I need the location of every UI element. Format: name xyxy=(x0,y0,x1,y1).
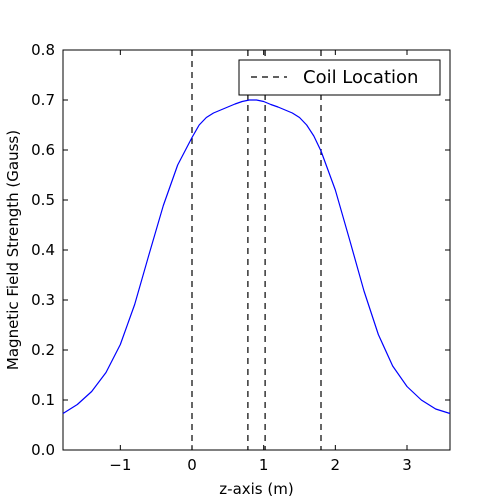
y-axis-label: Magnetic Field Strength (Gauss) xyxy=(4,130,22,370)
field-strength-line xyxy=(63,100,450,414)
coil-location-lines xyxy=(192,50,321,450)
x-tick-label: 3 xyxy=(402,456,412,474)
x-tick-label: 2 xyxy=(331,456,341,474)
x-tick-label: 0 xyxy=(187,456,197,474)
plot-area-frame xyxy=(63,50,450,450)
y-tick-label: 0.3 xyxy=(31,291,55,309)
y-tick-label: 0.8 xyxy=(31,41,55,59)
x-axis-label: z-axis (m) xyxy=(219,480,293,498)
x-tick-label: −1 xyxy=(109,456,131,474)
y-tick-label: 0.6 xyxy=(31,141,55,159)
x-tick-label: 1 xyxy=(259,456,269,474)
y-tick-label: 0.2 xyxy=(31,341,55,359)
y-tick-label: 0.1 xyxy=(31,391,55,409)
field-strength-series xyxy=(63,100,450,414)
y-tick-label: 0.0 xyxy=(31,441,55,459)
legend: Coil Location xyxy=(239,60,440,95)
legend-label-coil-location: Coil Location xyxy=(303,67,418,88)
y-tick-label: 0.5 xyxy=(31,191,55,209)
y-axis-ticks: 0.0 0.1 0.2 0.3 0.4 0.5 0.6 0.7 0.8 xyxy=(31,41,450,459)
y-tick-label: 0.7 xyxy=(31,91,55,109)
x-axis-ticks: −1 0 1 2 3 xyxy=(109,50,412,474)
y-tick-label: 0.4 xyxy=(31,241,55,259)
